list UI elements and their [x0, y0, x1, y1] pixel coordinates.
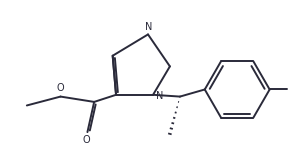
Text: O: O [82, 135, 90, 145]
Text: O: O [57, 84, 64, 94]
Text: N: N [156, 91, 163, 101]
Text: N: N [145, 22, 152, 32]
